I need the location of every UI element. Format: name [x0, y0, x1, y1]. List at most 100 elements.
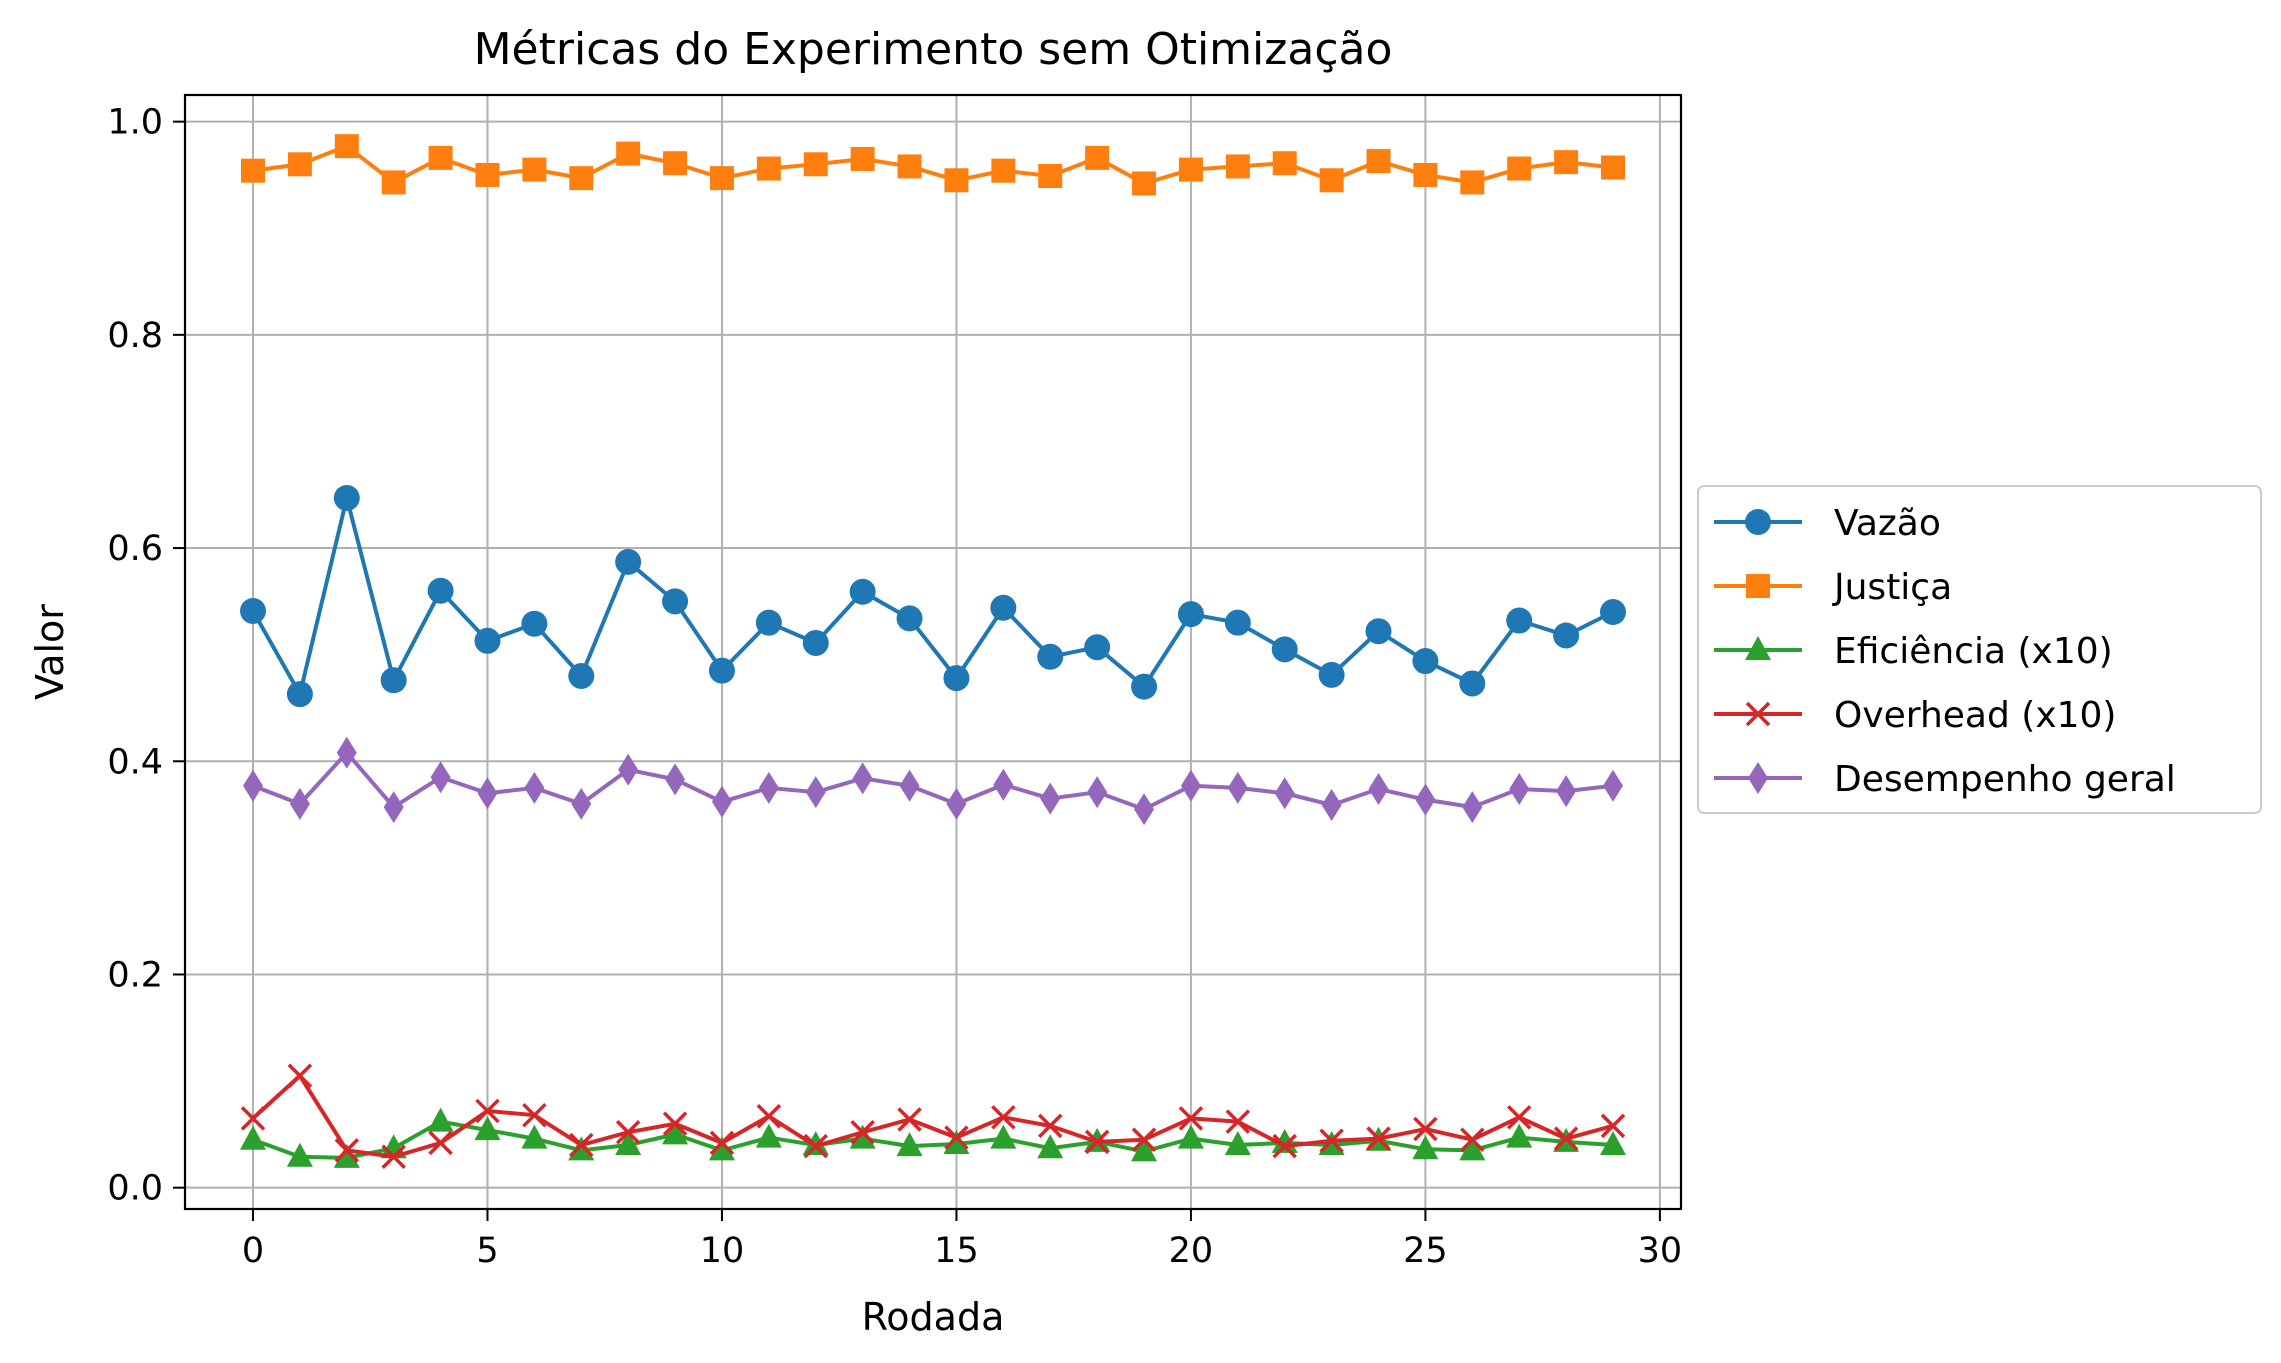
- data-point: [1601, 155, 1625, 180]
- x-marker-stroke: [897, 1107, 922, 1132]
- data-point: [1365, 618, 1392, 645]
- x-tick-label: 20: [1169, 1231, 1214, 1271]
- data-point: [1413, 1116, 1438, 1142]
- data-point: [1180, 769, 1201, 802]
- data-point: [289, 787, 310, 820]
- data-point: [569, 166, 594, 191]
- legend-item: Eficiência (x10): [1714, 631, 2113, 672]
- data-point: [1600, 1113, 1626, 1139]
- x-marker-stroke: [428, 1130, 453, 1156]
- data-point: [850, 146, 875, 171]
- series-square: [241, 134, 1625, 196]
- data-point: [1506, 1123, 1533, 1148]
- data-point: [850, 1120, 875, 1145]
- data-point: [1084, 1129, 1110, 1155]
- data-point: [1368, 772, 1389, 805]
- data-point: [1366, 1126, 1391, 1151]
- data-point: [1225, 154, 1250, 179]
- data-point: [240, 1125, 266, 1150]
- legend-label: Justiça: [1832, 567, 1952, 608]
- series-group: [240, 134, 1626, 1170]
- plot-frame: [183, 93, 1683, 1211]
- x-marker-stroke: [662, 1111, 688, 1136]
- x-marker-stroke: [991, 1105, 1016, 1130]
- data-point: [521, 1124, 548, 1149]
- data-point: [1509, 772, 1530, 805]
- data-point: [897, 154, 922, 179]
- data-point: [896, 605, 923, 632]
- data-point: [286, 681, 313, 708]
- data-point: [1553, 622, 1580, 649]
- data-point: [474, 627, 501, 654]
- data-point: [1600, 599, 1626, 626]
- data-point: [708, 657, 735, 684]
- legend-item: Overhead (x10): [1714, 695, 2116, 736]
- x-marker-stroke: [1084, 1129, 1110, 1155]
- y-tick-label: 0.8: [107, 316, 163, 356]
- data-point: [943, 665, 970, 692]
- data-point: [849, 578, 876, 605]
- x-marker-stroke: [1319, 1128, 1344, 1154]
- data-point: [1084, 634, 1111, 661]
- data-point: [944, 168, 969, 193]
- data-point: [568, 1136, 595, 1161]
- data-point: [755, 609, 782, 636]
- data-point: [336, 736, 357, 769]
- data-point: [1506, 1105, 1532, 1130]
- data-point: [663, 151, 688, 176]
- data-point: [1131, 673, 1158, 700]
- legend-label: Overhead (x10): [1834, 695, 2116, 736]
- x-marker-stroke: [240, 1106, 266, 1131]
- data-point: [802, 1131, 829, 1156]
- data-point: [1040, 782, 1061, 815]
- data-point: [805, 776, 826, 809]
- data-point: [427, 577, 454, 604]
- series-x: [240, 1063, 1626, 1170]
- data-point: [943, 1129, 970, 1154]
- data-point: [665, 763, 686, 796]
- data-point: [990, 594, 1017, 621]
- data-point: [1553, 1126, 1579, 1151]
- data-point: [571, 787, 592, 820]
- x-axis-ticks: 0 5 10 15 20 25 30: [242, 1209, 1682, 1271]
- data-point: [522, 1102, 547, 1128]
- x-marker-stroke: [1131, 1127, 1157, 1152]
- data-point: [428, 1130, 453, 1156]
- legend-marker: [1748, 762, 1768, 794]
- data-point: [333, 1143, 360, 1168]
- data-point: [899, 769, 920, 802]
- data-point: [1460, 170, 1485, 195]
- x-tick-label: 10: [700, 1231, 745, 1271]
- x-tick-label: 15: [934, 1231, 979, 1271]
- data-point: [991, 158, 1016, 183]
- y-axis-ticks: 0.0 0.2 0.4 0.6 0.8 1.0: [107, 103, 185, 1209]
- data-point: [1321, 788, 1342, 821]
- data-point: [991, 1105, 1016, 1130]
- x-tick-label: 25: [1403, 1231, 1448, 1271]
- data-point: [240, 1106, 266, 1131]
- data-point: [1131, 1137, 1158, 1162]
- data-point: [755, 1123, 782, 1148]
- y-axis-label: Valor: [28, 604, 72, 700]
- data-point: [662, 588, 689, 615]
- legend-item: Desempenho geral: [1714, 759, 2176, 800]
- x-marker-stroke: [475, 1098, 500, 1124]
- data-point: [1038, 1113, 1063, 1139]
- data-point: [946, 787, 967, 820]
- data-point: [1271, 636, 1298, 663]
- data-point: [568, 662, 595, 689]
- x-axis-label: Rodada: [862, 1295, 1005, 1339]
- x-marker-stroke: [569, 1132, 594, 1158]
- data-point: [524, 771, 545, 804]
- data-point: [381, 170, 406, 195]
- data-point: [852, 762, 873, 795]
- data-point: [709, 1130, 735, 1156]
- y-tick-label: 0.4: [107, 742, 163, 782]
- data-point: [1319, 168, 1344, 193]
- data-point: [241, 158, 265, 183]
- legend-marker: [1745, 701, 1771, 727]
- data-point: [618, 753, 639, 786]
- data-point: [1459, 1136, 1486, 1161]
- x-marker-stroke: [756, 1104, 782, 1129]
